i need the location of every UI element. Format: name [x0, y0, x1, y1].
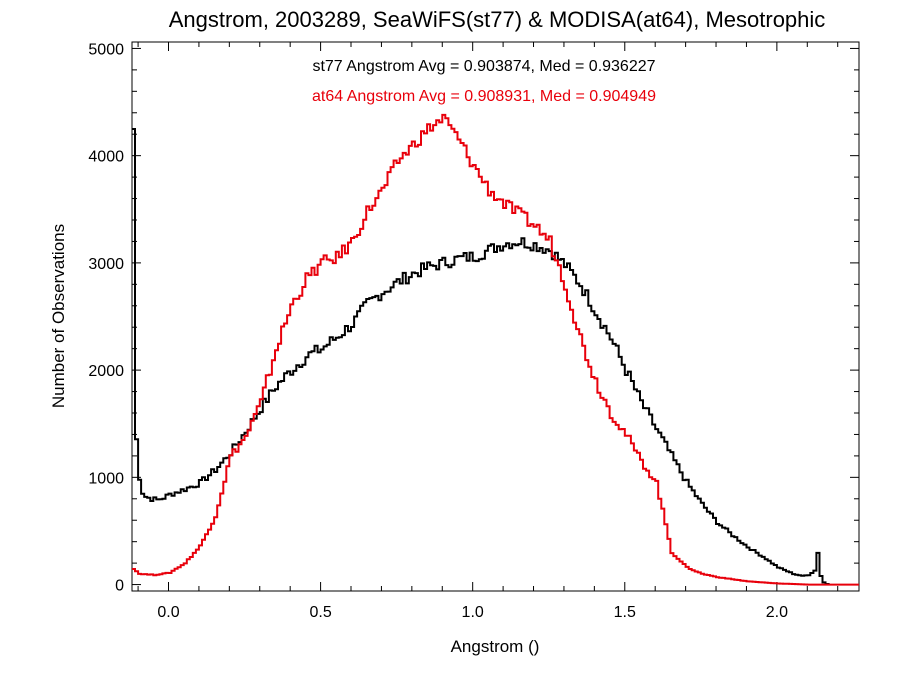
chart-title: Angstrom, 2003289, SeaWiFS(st77) & MODIS…: [169, 7, 826, 32]
series-st77-line: [132, 128, 830, 585]
x-tick-label: 0.0: [157, 604, 179, 621]
y-tick-label: 0: [115, 578, 124, 595]
x-tick-label: 0.5: [309, 604, 331, 621]
series-at64-line: [132, 113, 859, 586]
stat-at64: at64 Angstrom Avg = 0.908931, Med = 0.90…: [312, 88, 656, 105]
stat-st77: st77 Angstrom Avg = 0.903874, Med = 0.93…: [312, 58, 655, 75]
plot-frame: [131, 41, 860, 592]
y-tick-label: 1000: [88, 470, 124, 487]
x-tick-label: 1.0: [462, 604, 484, 621]
series-layer: [132, 113, 859, 586]
y-tick-label: 4000: [88, 149, 124, 166]
x-axis-label: Angstrom (): [451, 637, 540, 656]
x-tick-label: 1.5: [614, 604, 636, 621]
y-axis-label: Number of Observations: [49, 224, 68, 408]
y-tick-label: 2000: [88, 363, 124, 380]
y-tick-label: 5000: [88, 41, 124, 58]
x-tick-label: 2.0: [766, 604, 788, 621]
axis-ticks: 0.0 0.5 1.0 1.5 2.0 0 1000 2000 3000 4000 5000: [88, 41, 859, 621]
y-tick-label: 3000: [88, 256, 124, 273]
